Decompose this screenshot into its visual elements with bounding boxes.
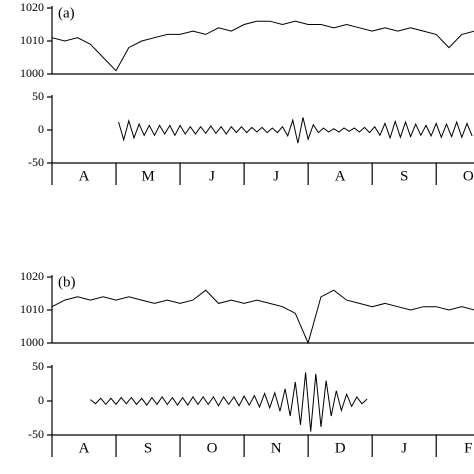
data-line <box>51 20 474 72</box>
panel-label: (b) <box>58 274 76 290</box>
y-tick-label: 1010 <box>20 302 44 316</box>
month-label: A <box>79 168 90 184</box>
y-tick-label: 1000 <box>20 66 44 80</box>
data-line <box>118 117 473 144</box>
month-label: D <box>335 440 346 456</box>
month-label: N <box>271 440 282 456</box>
y-tick-label: 50 <box>32 89 44 103</box>
y-tick-label: 0 <box>38 393 44 407</box>
data-line <box>51 289 474 345</box>
month-label: A <box>335 168 346 184</box>
y-tick-label: -50 <box>28 155 44 169</box>
y-tick-label: 1010 <box>20 33 44 47</box>
y-tick-label: 1000 <box>20 335 44 349</box>
y-tick-label: 1020 <box>20 0 44 14</box>
y-tick-label: 1020 <box>20 269 44 283</box>
panel-label: (a) <box>58 5 75 21</box>
month-label: S <box>400 168 408 184</box>
month-label: J <box>209 168 215 184</box>
y-tick-label: 50 <box>32 359 44 373</box>
month-label: M <box>141 168 154 184</box>
y-tick-label: -50 <box>28 427 44 441</box>
month-label: O <box>463 168 474 184</box>
month-label: S <box>144 440 152 456</box>
month-label: O <box>207 440 218 456</box>
month-label: J <box>401 440 407 456</box>
month-label: F <box>464 440 472 456</box>
month-label: A <box>79 440 90 456</box>
y-tick-label: 0 <box>38 122 44 136</box>
month-label: J <box>273 168 279 184</box>
data-line <box>90 372 368 432</box>
